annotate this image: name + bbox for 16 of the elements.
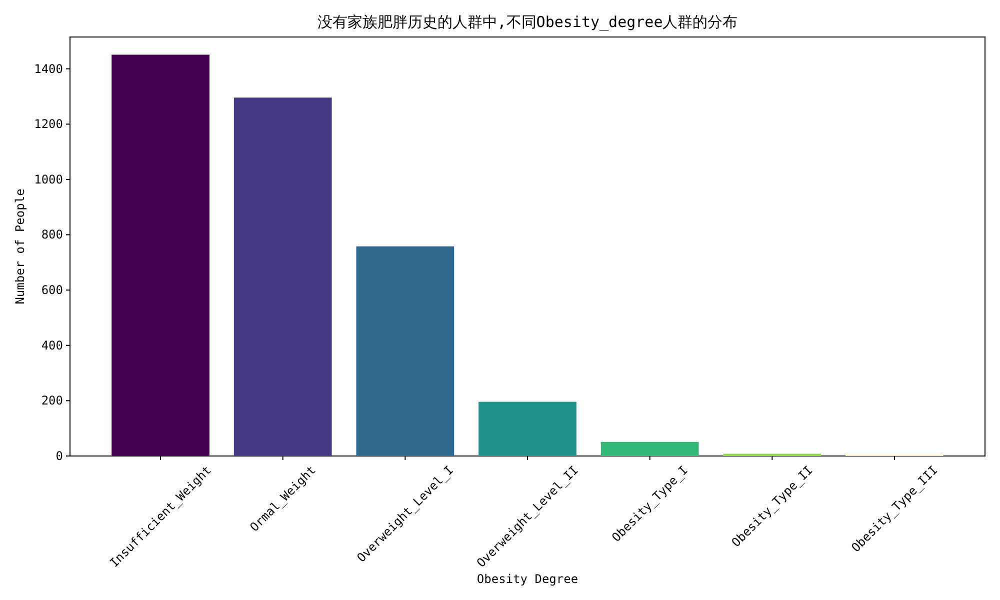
y-tick-label: 600 bbox=[41, 283, 63, 298]
y-tick-label: 400 bbox=[41, 338, 63, 352]
bar bbox=[356, 246, 454, 456]
y-tick-label: 200 bbox=[41, 394, 63, 408]
bar bbox=[478, 402, 576, 456]
bar bbox=[600, 442, 699, 456]
bar bbox=[234, 98, 332, 456]
y-tick-label: 1400 bbox=[34, 62, 63, 76]
bar bbox=[112, 54, 210, 456]
y-axis-title: Number of People bbox=[13, 188, 27, 304]
y-tick-label: 1000 bbox=[34, 172, 63, 186]
y-tick-label: 0 bbox=[56, 449, 63, 463]
x-axis-title: Obesity Degree bbox=[476, 572, 578, 586]
y-tick-label: 800 bbox=[41, 228, 63, 242]
y-tick-label: 1200 bbox=[34, 117, 63, 132]
chart-title: 没有家族肥胖历史的人群中,不同Obesity_degree人群的分布 bbox=[317, 13, 738, 31]
